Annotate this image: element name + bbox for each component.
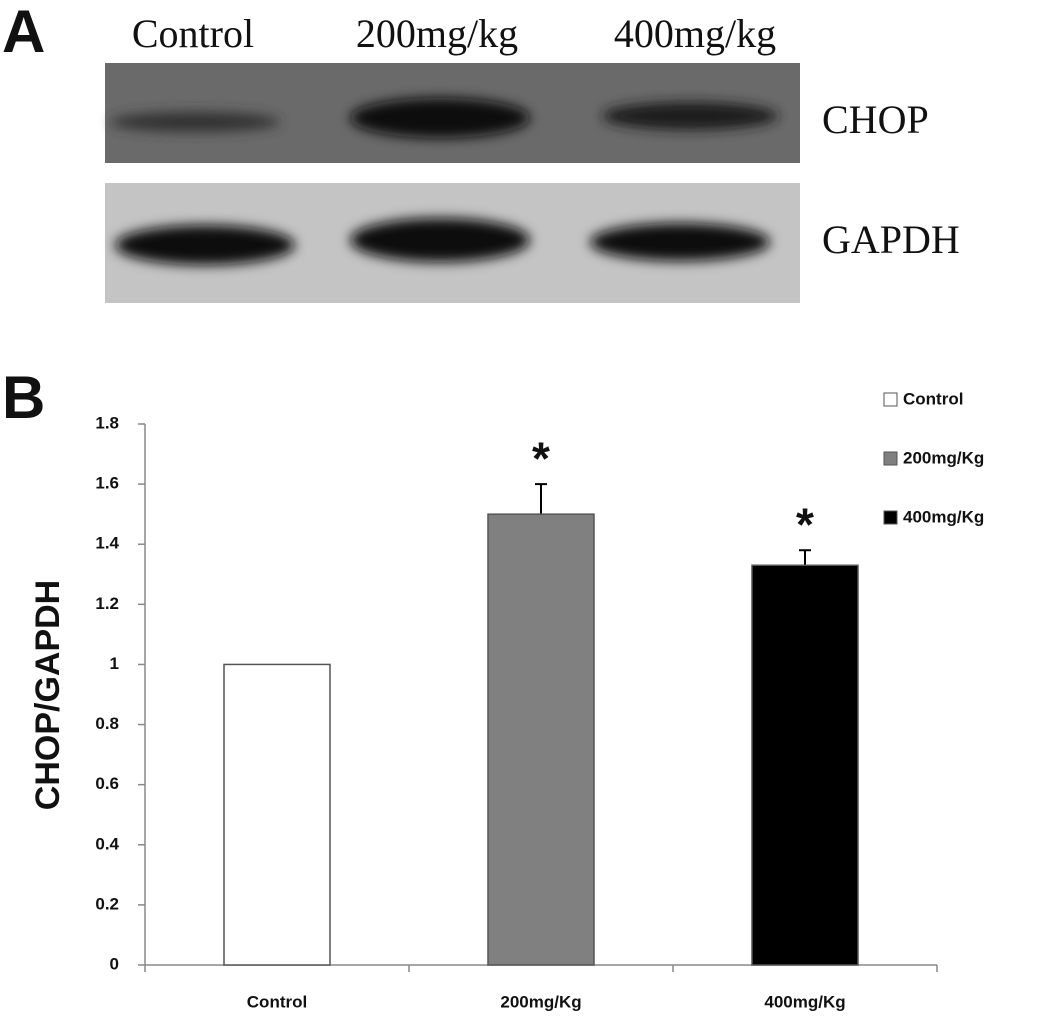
lane-label: 400mg/kg [614,11,776,56]
panel-label: B [2,364,45,431]
y-tick-label: 0.6 [95,774,119,793]
legend-label: 200mg/Kg [903,448,984,467]
y-tick-label: 0.4 [95,834,119,853]
legend-swatch [883,510,898,525]
y-tick-label: 1.4 [95,534,119,553]
legend-swatch [883,392,898,407]
bar [751,564,859,966]
legend-label: 400mg/Kg [903,507,984,526]
band-label: CHOP [822,97,929,142]
panel-label: A [2,0,45,65]
significance-mark: * [532,432,550,484]
y-tick-label: 0.2 [95,894,119,913]
bar [223,663,331,966]
y-tick-label: 1 [110,654,119,673]
y-tick-label: 0 [110,954,119,973]
legend-label: Control [903,389,963,408]
lane-label: Control [132,11,254,56]
x-tick-label: 400mg/Kg [764,992,845,1011]
significance-mark: * [796,498,814,550]
x-tick-label: Control [247,992,307,1011]
lane-label: 200mg/kg [356,11,518,56]
x-tick-label: 200mg/Kg [500,992,581,1011]
y-tick-label: 1.6 [95,474,119,493]
blot-image [105,63,800,303]
y-tick-label: 1.8 [95,413,119,432]
bar [487,513,595,966]
band-label: GAPDH [822,217,960,262]
y-tick-label: 0.8 [95,714,119,733]
y-tick-label: 1.2 [95,594,119,613]
legend-swatch [883,451,898,466]
y-axis-label: CHOP/GAPDH [29,580,67,810]
